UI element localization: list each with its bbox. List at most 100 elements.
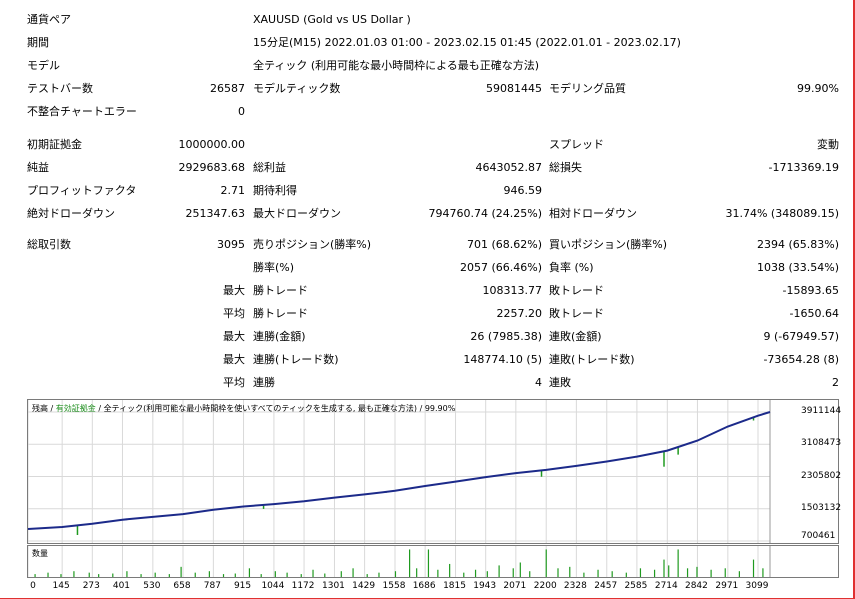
y-tick-label: 2305802 [801,470,842,481]
volume-title: 数量 [32,549,48,558]
abs-drawdown-value: 251347.63 [185,207,246,220]
consec-losses-trades-value: -73654.28 (8) [763,353,839,366]
x-tick-label: 1301 [322,581,345,591]
x-tick-label: 2200 [533,581,557,591]
loss-rate-label: 負率 (%) [549,261,594,274]
avg-consec-wins-value: 4 [535,376,542,389]
long-positions-value: 2394 (65.83%) [756,238,839,251]
expected-payoff-label: 期待利得 [253,184,297,197]
ticks-value: 59081445 [486,82,542,95]
x-tick-label: 2071 [503,581,527,591]
legend-quality: 99.90% [424,404,456,413]
x-axis: 0 145 273 401 530 658 787 915 1044 1172 1301 1429 15… [27,578,839,598]
period-value: 15分足(M15) 2022.01.03 01:00 - 2023.02.15 … [253,36,681,49]
win-rate-label: 勝率(%) [253,261,295,274]
model-label: モデル [27,59,60,72]
short-positions-value: 701 (68.62%) [466,238,542,251]
x-tick-label: 915 [233,581,252,591]
legend-separator: / [48,404,56,413]
largest-loss-value: -15893.65 [782,284,839,297]
y-tick-label: 1503132 [801,502,842,513]
avg-consec-wins-label: 連勝 [253,376,275,389]
x-tick-label: 1429 [352,581,376,591]
long-positions-label: 買いポジション(勝率%) [549,238,668,251]
x-tick-label: 2714 [654,581,678,591]
spread-label: スプレッド [549,138,604,151]
model-value: 全ティック (利用可能な最小時間枠による最も正確な方法) [253,59,540,72]
consec-losses-trades-label: 連敗(トレード数) [549,353,635,366]
volume-chart-plot [28,546,771,577]
ticks-label: モデルティック数 [253,82,341,95]
x-tick-label: 145 [52,581,70,591]
profit-factor-value: 2.71 [220,184,246,197]
deposit-label: 初期証拠金 [27,138,82,151]
volume-chart: 数量 [27,545,839,578]
x-tick-label: 1172 [291,581,315,591]
legend-balance: 残高 [32,404,48,413]
total-trades-label: 総取引数 [27,238,71,251]
quality-label: モデリング品質 [549,82,626,95]
spread-value: 変動 [817,138,839,151]
x-tick-label: 0 [30,581,36,591]
avg-win-value: 2257.20 [496,307,543,320]
period-label: 期間 [27,36,49,49]
bars-label: テストバー数 [27,82,93,95]
net-profit-label: 純益 [27,161,49,174]
x-tick-label: 658 [173,581,191,591]
rel-drawdown-value: 31.74% (348089.15) [725,207,839,220]
x-tick-label: 3099 [745,581,769,591]
symbol-value: XAUUSD (Gold vs US Dollar ) [253,13,411,26]
consec-losses-amount-value: 9 (-67949.57) [763,330,839,343]
legend-separator: / [95,404,104,413]
x-tick-label: 1943 [473,581,497,591]
largest-win-label: 勝トレード [253,284,308,297]
x-tick-label: 2585 [624,581,648,591]
net-profit-value: 2929683.68 [178,161,245,174]
consec-wins-amount-value: 26 (7985.38) [470,330,542,343]
largest-loss-label: 敗トレード [549,284,604,297]
legend-separator: / [417,404,425,413]
errors-label: 不整合チャートエラー [27,105,137,118]
max-drawdown-label: 最大ドローダウン [253,207,341,220]
total-trades-value: 3095 [217,238,245,251]
errors-value: 0 [238,105,245,118]
avg-win-label: 勝トレード [253,307,308,320]
x-tick-label: 401 [112,581,131,591]
expected-payoff-value: 946.59 [503,184,543,197]
consec-wins-trades-value: 148774.10 (5) [463,353,542,366]
y-tick-label: 700461 [801,531,836,541]
symbol-label: 通貨ペア [27,13,71,26]
x-tick-label: 1815 [443,581,466,591]
y-tick-label: 3108473 [801,438,842,449]
gross-profit-value: 4643052.87 [475,161,542,174]
quality-value: 99.90% [797,82,839,95]
y-tick-label: 3911144 [801,406,842,416]
bars-value: 26587 [210,82,245,95]
rel-drawdown-label: 相対ドローダウン [549,207,637,220]
short-positions-label: 売りポジション(勝率%) [253,238,372,251]
consec-losses-amount-label: 連敗(金額) [549,330,602,343]
x-tick-label: 530 [143,581,161,591]
balance-chart: 残高 / 有効証拠金 / 全ティック(利用可能な最小時間枠を使いすべてのティック… [27,399,842,544]
x-tick-label: 2971 [715,581,739,591]
legend-equity: 有効証拠金 [55,404,96,413]
balance-chart-plot [28,400,771,543]
max-drawdown-value: 794760.74 (24.25%) [428,207,542,220]
largest-win-value: 108313.77 [482,284,543,297]
avg-prefix-2: 平均 [223,376,245,389]
consec-wins-amount-label: 連勝(金額) [253,330,306,343]
balance-line [28,411,771,530]
gross-profit-label: 総利益 [253,161,286,174]
x-tick-label: 2842 [684,581,708,591]
abs-drawdown-label: 絶対ドローダウン [27,207,115,220]
x-tick-label: 2457 [594,581,618,591]
consec-wins-trades-label: 連勝(トレード数) [253,353,339,366]
deposit-value: 1000000.00 [178,138,245,151]
loss-rate-value: 1038 (33.54%) [756,261,839,274]
x-tick-label: 1686 [412,581,436,591]
x-tick-label: 787 [203,581,221,591]
max-prefix-1: 最大 [223,284,245,297]
max-prefix-2: 最大 [223,330,245,343]
gross-loss-value: -1713369.19 [768,161,839,174]
x-tick-label: 1558 [382,581,406,591]
